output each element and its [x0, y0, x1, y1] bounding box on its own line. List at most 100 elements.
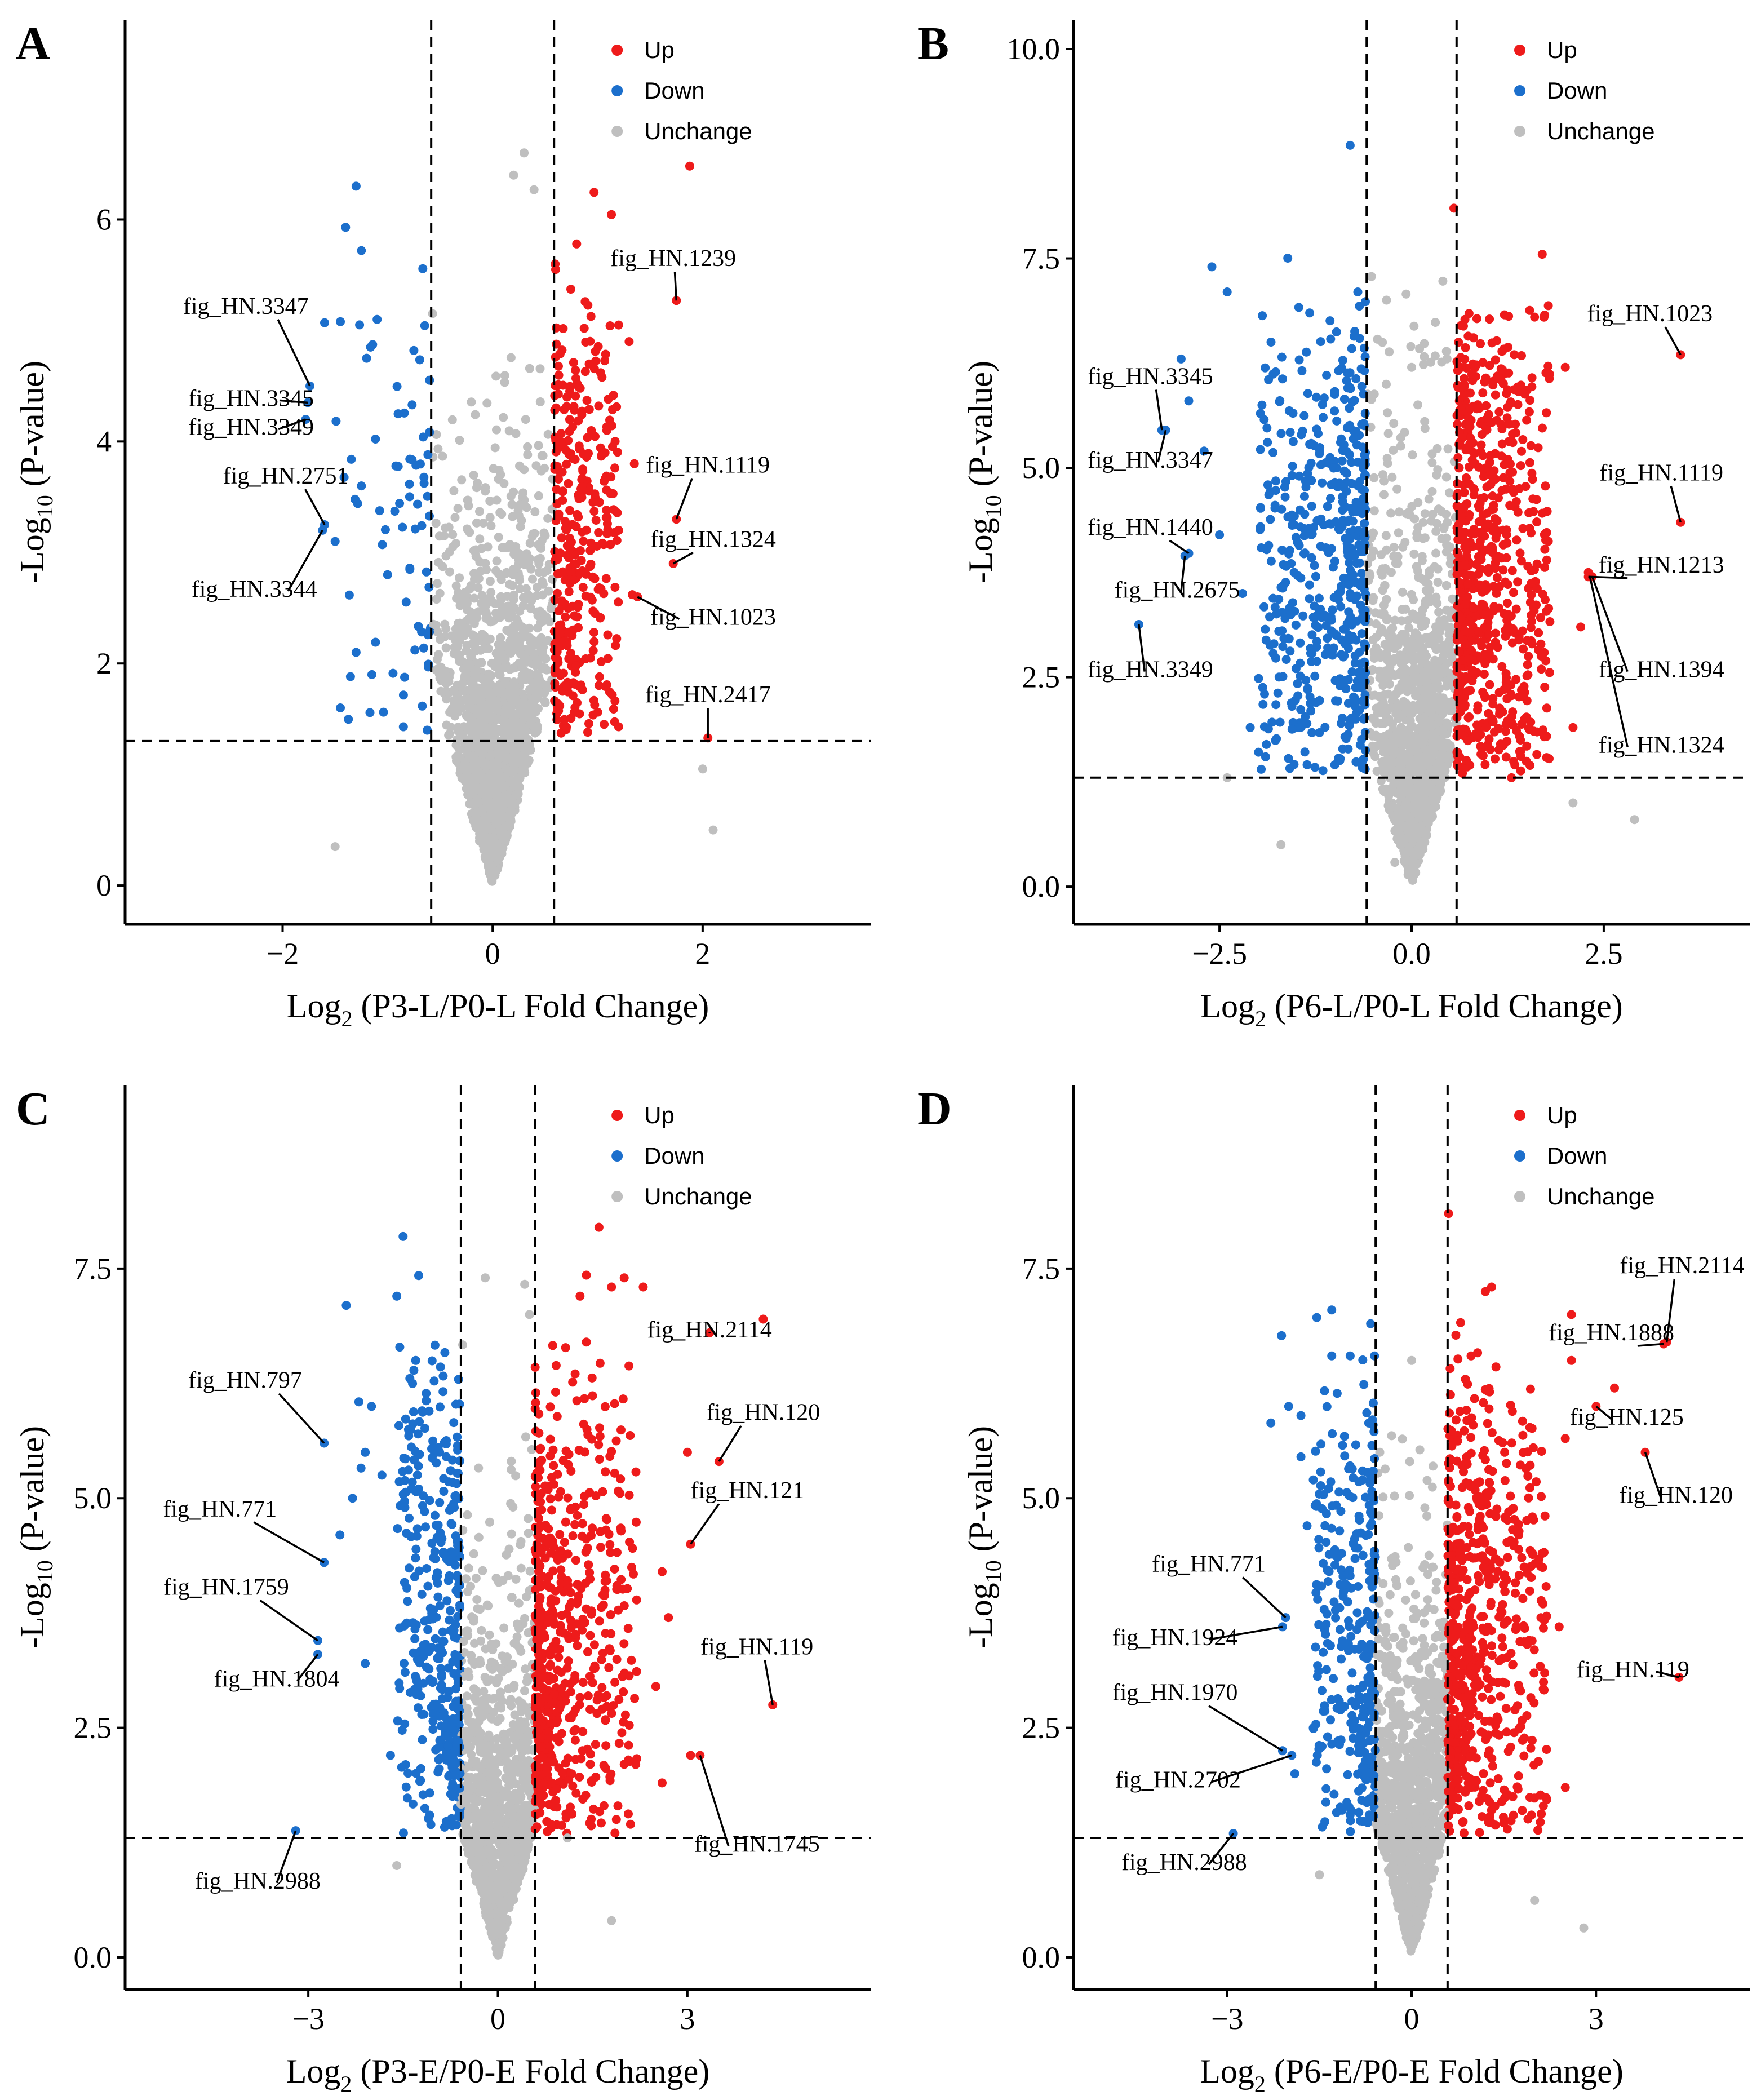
- point-down: [1286, 610, 1296, 619]
- point-down: [1325, 316, 1335, 326]
- point-up: [1515, 484, 1524, 493]
- point-down: [1207, 262, 1217, 272]
- point-unchange: [457, 475, 467, 485]
- point-down: [1320, 723, 1330, 732]
- point-down: [1262, 423, 1272, 433]
- point-down: [1289, 568, 1299, 577]
- point-down: [1289, 520, 1299, 530]
- annotation: fig_HN.3345: [1088, 364, 1213, 431]
- point-unchange: [474, 688, 484, 697]
- point-unchange: [537, 536, 547, 546]
- point-up: [1484, 410, 1493, 419]
- point-down: [375, 506, 384, 516]
- point-down: [1360, 471, 1369, 480]
- point-down: [1357, 569, 1367, 578]
- point-up: [1502, 737, 1512, 746]
- point-up: [614, 722, 623, 732]
- point-up: [587, 426, 596, 435]
- point-down: [372, 314, 382, 324]
- y-tick-label: 7.5: [1022, 242, 1061, 276]
- point-down: [1332, 416, 1342, 426]
- point-up: [610, 437, 620, 446]
- x-tick-label: 0.0: [1392, 937, 1431, 971]
- point-up: [585, 546, 595, 555]
- point-unchange: [499, 543, 509, 552]
- point-down: [392, 382, 402, 391]
- point-up: [610, 696, 620, 706]
- point-up: [1508, 467, 1518, 477]
- point-down: [1256, 445, 1265, 454]
- annotation: fig_HN.1440: [1088, 515, 1213, 555]
- point-unchange: [523, 450, 533, 459]
- point-up: [1505, 400, 1515, 409]
- point-unchange: [1386, 508, 1396, 518]
- point-unchange: [491, 866, 501, 876]
- point-down: [1300, 747, 1310, 757]
- point-down: [1354, 481, 1363, 491]
- point-up: [575, 682, 584, 692]
- annotation-label: fig_HN.3345: [1088, 364, 1213, 389]
- point-unchange: [698, 764, 707, 774]
- point-unchange: [485, 497, 495, 506]
- point-unchange: [496, 595, 506, 604]
- point-down: [1282, 561, 1291, 570]
- point-up: [588, 498, 598, 507]
- point-up: [1463, 579, 1472, 589]
- point-up: [601, 513, 611, 522]
- point-unchange: [494, 569, 503, 579]
- point-up: [554, 475, 563, 484]
- point-unchange: [529, 685, 539, 694]
- point-down: [1283, 254, 1293, 263]
- point-down: [1288, 437, 1298, 446]
- point-unchange: [485, 1517, 494, 1527]
- point-up: [555, 701, 565, 711]
- point-unchange: [482, 398, 492, 408]
- point-down: [1267, 717, 1277, 727]
- point-unchange: [500, 677, 510, 687]
- point-down: [1285, 546, 1294, 555]
- point-unchange: [453, 504, 463, 513]
- point-unchange: [1432, 470, 1441, 480]
- point-down: [367, 670, 376, 679]
- point-down: [1261, 624, 1270, 634]
- point-unchange: [527, 716, 536, 726]
- point-up: [557, 596, 567, 606]
- point-up: [582, 525, 591, 535]
- annotation: fig_HN.3349: [188, 415, 314, 441]
- point-down: [1338, 714, 1347, 723]
- point-up: [1478, 528, 1487, 538]
- point-down: [1349, 570, 1358, 580]
- point-up: [1470, 529, 1479, 539]
- point-down: [378, 540, 387, 550]
- point-down: [1338, 516, 1348, 525]
- point-unchange: [1432, 738, 1442, 748]
- point-unchange: [469, 756, 478, 765]
- point-down: [1274, 672, 1284, 682]
- point-up: [1491, 754, 1500, 764]
- x-axis-title-sub: 2: [1255, 1006, 1266, 1031]
- point-up: [573, 602, 583, 612]
- point-up: [590, 574, 600, 583]
- point-up: [1508, 624, 1518, 633]
- point-down: [1356, 503, 1366, 513]
- point-up: [1508, 720, 1518, 730]
- point-unchange: [1409, 549, 1419, 559]
- point-up: [1543, 301, 1553, 311]
- point-unchange: [436, 662, 446, 672]
- point-unchange: [451, 581, 461, 591]
- point-up: [594, 528, 604, 537]
- point-down: [1305, 580, 1314, 590]
- point-unchange: [521, 626, 530, 635]
- point-up: [601, 574, 611, 583]
- legend-label-unchange: Unchange: [1547, 118, 1654, 144]
- point-up: [555, 668, 564, 678]
- point-unchange: [515, 642, 525, 652]
- point-unchange: [509, 487, 518, 497]
- point-unchange: [1431, 764, 1440, 774]
- point-up: [582, 396, 592, 405]
- point-unchange: [490, 443, 500, 453]
- point-down: [1354, 668, 1363, 677]
- point-up: [562, 641, 572, 650]
